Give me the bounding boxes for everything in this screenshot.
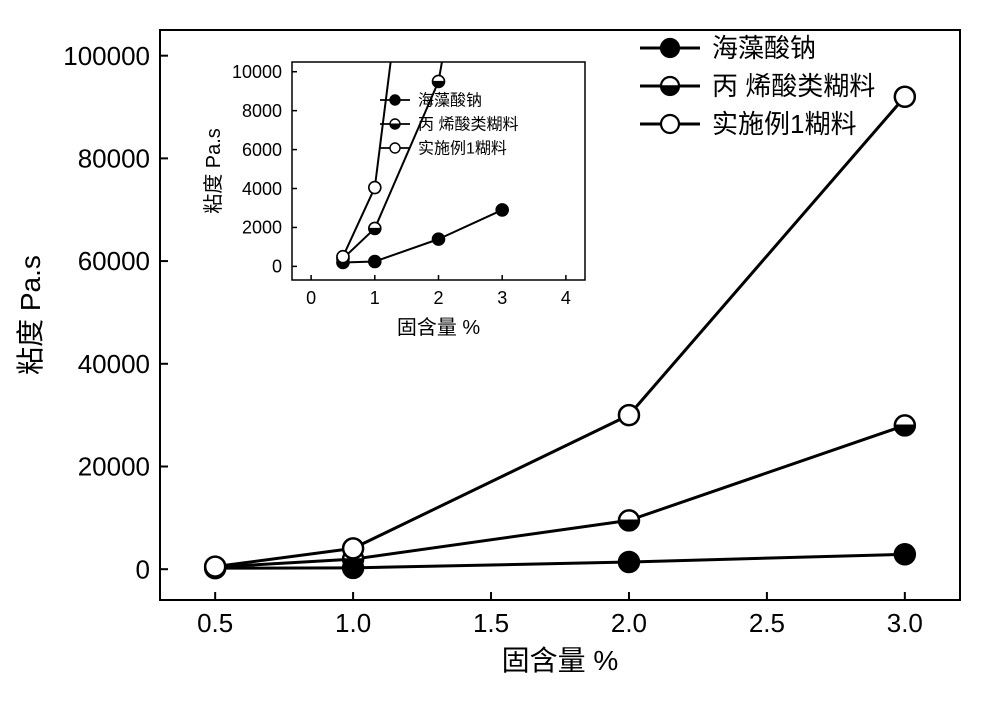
y-tick-label: 8000 — [242, 101, 282, 121]
y-tick-label: 10000 — [232, 62, 282, 82]
chart-svg: 0.51.01.52.02.53.00200004000060000800001… — [0, 0, 1000, 713]
x-tick-label: 2.0 — [611, 608, 647, 638]
x-tick-label: 0.5 — [197, 608, 233, 638]
y-axis-label: 粘度 Pa.s — [202, 128, 225, 214]
x-tick-label: 1.5 — [473, 608, 509, 638]
y-tick-label: 40000 — [78, 349, 150, 379]
x-tick-label: 2.5 — [749, 608, 785, 638]
y-tick-label: 20000 — [78, 452, 150, 482]
y-tick-label: 0 — [272, 257, 282, 277]
legend-label: 海藻酸钠 — [712, 33, 816, 63]
inset-legend-label: 海藻酸钠 — [418, 92, 482, 110]
x-tick-label: 1 — [370, 288, 380, 308]
y-tick-label: 0 — [136, 554, 150, 584]
y-axis-label: 粘度 Pa.s — [15, 255, 46, 375]
x-tick-label: 3 — [497, 288, 507, 308]
x-tick-label: 1.0 — [335, 608, 371, 638]
y-tick-label: 80000 — [78, 143, 150, 173]
legend-label: 实施例1糊料 — [712, 109, 856, 139]
inset-legend-label: 丙 烯酸类糊料 — [418, 116, 518, 134]
y-tick-label: 4000 — [242, 179, 282, 199]
x-tick-label: 3.0 — [887, 608, 923, 638]
y-tick-label: 60000 — [78, 246, 150, 276]
inset-legend-label: 实施例1糊料 — [418, 140, 507, 158]
chart-container: 0.51.01.52.02.53.00200004000060000800001… — [0, 0, 1000, 713]
legend: 海藻酸钠丙 烯酸类糊料实施例1糊料 — [640, 33, 875, 139]
x-axis-label: 固含量 % — [502, 645, 619, 676]
y-tick-label: 100000 — [63, 41, 150, 71]
y-tick-label: 2000 — [242, 218, 282, 238]
y-tick-label: 6000 — [242, 140, 282, 160]
x-tick-label: 2 — [433, 288, 443, 308]
x-axis-label: 固含量 % — [397, 316, 481, 339]
x-tick-label: 0 — [306, 288, 316, 308]
legend-label: 丙 烯酸类糊料 — [712, 71, 875, 101]
x-tick-label: 4 — [561, 288, 571, 308]
